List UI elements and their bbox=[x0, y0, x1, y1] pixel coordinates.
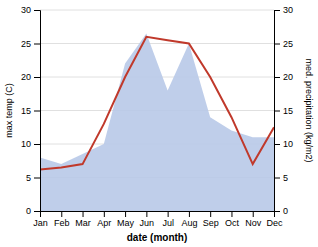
tick: Feb bbox=[54, 211, 70, 228]
tick-label: Nov bbox=[245, 218, 262, 228]
tick: 5 bbox=[274, 173, 288, 183]
tick: 0 bbox=[26, 206, 40, 216]
tick-label: Dec bbox=[266, 218, 283, 228]
tick-mark bbox=[34, 77, 40, 78]
tick-mark bbox=[210, 211, 211, 217]
tick-mark bbox=[274, 111, 280, 112]
tick-label: 25 bbox=[21, 39, 31, 49]
tick: Jan bbox=[33, 211, 48, 228]
tick-label: 5 bbox=[26, 173, 31, 183]
tick: Oct bbox=[225, 211, 240, 228]
tick: Dec bbox=[266, 211, 283, 228]
tick-label: Jul bbox=[162, 218, 174, 228]
tick-mark bbox=[274, 77, 280, 78]
tick-mark bbox=[274, 44, 280, 45]
tick-label: Jan bbox=[33, 218, 48, 228]
tick-label: Sep bbox=[203, 218, 219, 228]
tick-mark bbox=[34, 10, 40, 11]
tick-label: 25 bbox=[283, 39, 293, 49]
tick: 25 bbox=[21, 39, 40, 49]
tick-mark bbox=[146, 211, 147, 217]
tick-label: 10 bbox=[283, 139, 293, 149]
chart-container: JanFebMarAprMayJunJulAugSepOctNovDec0510… bbox=[0, 0, 318, 247]
tick-mark bbox=[253, 211, 254, 217]
tick: 30 bbox=[21, 5, 40, 15]
line bbox=[40, 37, 274, 170]
grid-line bbox=[40, 43, 274, 44]
tick-mark bbox=[34, 211, 40, 212]
axis-line bbox=[275, 11, 281, 212]
tick-label: Jun bbox=[140, 218, 155, 228]
tick-mark bbox=[274, 178, 280, 179]
tick: Aug bbox=[181, 211, 197, 228]
x-axis: Jan Feb Mar Apr May Jun Jul Aug Sep Oct Nov Dec bbox=[33, 211, 283, 228]
tick: 0 bbox=[274, 206, 288, 216]
tick-mark bbox=[274, 211, 280, 212]
y2-axis: 0 5 10 15 20 25 30 bbox=[274, 5, 293, 216]
tick: 25 bbox=[274, 39, 293, 49]
tick-label: 10 bbox=[21, 139, 31, 149]
tick-mark bbox=[83, 211, 84, 217]
y-axis-title: max temp (C) bbox=[4, 83, 14, 138]
tick: 15 bbox=[21, 106, 40, 116]
tick-mark bbox=[34, 178, 40, 179]
tick-label: 30 bbox=[283, 5, 293, 15]
tick-mark bbox=[34, 111, 40, 112]
tick: Mar bbox=[75, 211, 91, 228]
tick-mark bbox=[34, 144, 40, 145]
chart: JanFebMarAprMayJunJulAugSepOctNovDec0510… bbox=[0, 0, 318, 247]
tick: 20 bbox=[21, 72, 40, 82]
tick-label: 0 bbox=[283, 206, 288, 216]
tick-label: Mar bbox=[75, 218, 91, 228]
tick-label: 0 bbox=[26, 206, 31, 216]
tick-label: 15 bbox=[283, 106, 293, 116]
y-axis: 0 5 10 15 20 25 30 bbox=[21, 5, 41, 216]
tick-mark bbox=[274, 144, 280, 145]
tick-label: Apr bbox=[97, 218, 111, 228]
x-axis-title: date (month) bbox=[127, 232, 188, 243]
tick: 20 bbox=[274, 72, 293, 82]
tick-label: Aug bbox=[181, 218, 197, 228]
tick: Apr bbox=[97, 211, 111, 228]
axis-line bbox=[41, 212, 275, 218]
area bbox=[40, 33, 274, 211]
tick-mark bbox=[274, 10, 280, 11]
axis-line bbox=[34, 11, 41, 212]
tick-mark bbox=[231, 211, 232, 217]
tick: Sep bbox=[203, 211, 219, 228]
y2-axis-title: med. precipitation (kg/m2) bbox=[304, 58, 314, 162]
tick-mark bbox=[34, 44, 40, 45]
marks bbox=[40, 33, 274, 211]
tick: Jun bbox=[140, 211, 155, 228]
tick-mark bbox=[61, 211, 62, 217]
tick: 15 bbox=[274, 106, 293, 116]
tick-label: 15 bbox=[21, 106, 31, 116]
tick-label: May bbox=[117, 218, 135, 228]
tick-label: 30 bbox=[21, 5, 31, 15]
tick: May bbox=[117, 211, 135, 228]
tick-label: Feb bbox=[54, 218, 70, 228]
tick-mark bbox=[189, 211, 190, 217]
tick-mark bbox=[125, 211, 126, 217]
tick-label: 5 bbox=[283, 173, 288, 183]
tick: Jul bbox=[162, 211, 174, 228]
tick-mark bbox=[168, 211, 169, 217]
tick: Nov bbox=[245, 211, 262, 228]
tick-label: Oct bbox=[225, 218, 240, 228]
tick: 10 bbox=[21, 139, 40, 149]
tick-mark bbox=[104, 211, 105, 217]
tick: 30 bbox=[274, 5, 293, 15]
tick: 5 bbox=[26, 173, 40, 183]
plot: JanFebMarAprMayJunJulAugSepOctNovDec0510… bbox=[4, 5, 314, 243]
grid bbox=[40, 10, 274, 211]
tick-label: 20 bbox=[283, 72, 293, 82]
tick-label: 20 bbox=[21, 72, 31, 82]
grid-line bbox=[40, 10, 274, 11]
tick: 10 bbox=[274, 139, 293, 149]
